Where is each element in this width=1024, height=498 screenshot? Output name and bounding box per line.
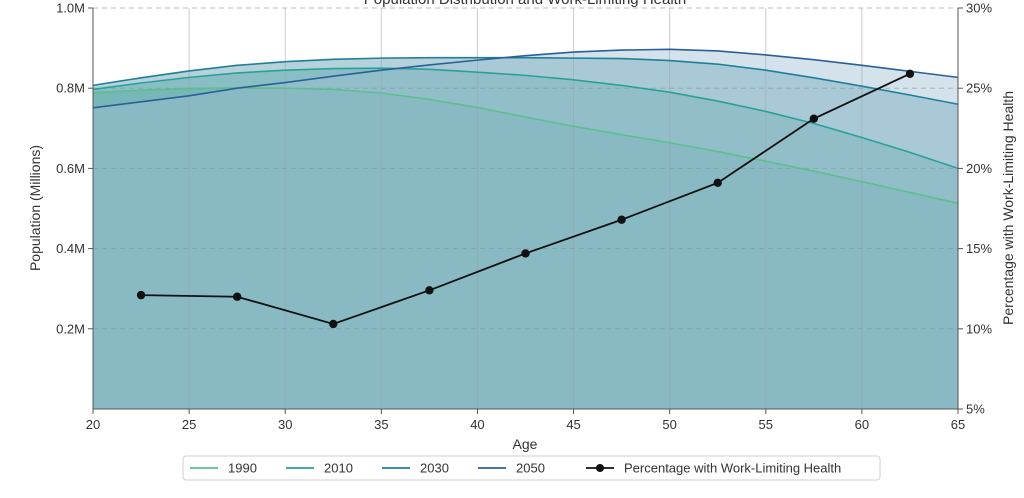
area-fill-2010 xyxy=(93,68,958,410)
x-tick-label-40: 40 xyxy=(470,417,484,432)
area-fill-2050 xyxy=(93,49,958,409)
y2-tick-label-15%: 15% xyxy=(966,241,992,256)
y2-tick-label-30%: 30% xyxy=(966,1,992,16)
x-tick-label-50: 50 xyxy=(662,417,676,432)
series-lines xyxy=(92,48,959,205)
series-line-2010 xyxy=(92,67,959,170)
series-line-2030 xyxy=(92,56,959,106)
y-tick-label-0.2M: 0.2M xyxy=(56,321,85,336)
y2-tick-label-25%: 25% xyxy=(966,81,992,96)
legend-box xyxy=(182,455,881,481)
y-tick-label-0.8M: 0.8M xyxy=(56,81,85,96)
percentage-point-42.5 xyxy=(521,249,530,258)
y-tick-label-0.6M: 0.6M xyxy=(56,161,85,176)
axes: 20 25 30 35 40 45 50 55 60 65 0.2M 0.4M 0.6M 0.8M 1.0M… xyxy=(56,1,992,433)
x-tick-label-60: 60 xyxy=(855,417,869,432)
percentage-point-52.5 xyxy=(713,178,722,188)
area-fills xyxy=(93,49,958,410)
x-tick-label-45: 45 xyxy=(566,417,580,432)
legend-label-2050: 2050 xyxy=(516,461,545,476)
x-tick-label-35: 35 xyxy=(374,417,388,432)
legend-label-percentage: Percentage with Work-Limiting Health xyxy=(624,461,841,476)
y-axis-title: Population (Millions) xyxy=(27,145,43,271)
series-line-2050 xyxy=(92,48,959,109)
x-tick-label-30: 30 xyxy=(278,417,292,432)
chart-title: Population Distribution and Work-Limitin… xyxy=(364,0,686,8)
percentage-point-22.5 xyxy=(136,290,146,300)
legend-label-2030: 2030 xyxy=(420,461,449,476)
percentage-point-57.5 xyxy=(809,114,819,123)
y-tick-label-1.0M: 1.0M xyxy=(56,1,85,16)
percentage-point-37.5 xyxy=(425,286,434,295)
x-tick-label-65: 65 xyxy=(951,417,965,432)
percentage-line-group xyxy=(136,69,915,329)
percentage-point-62.5 xyxy=(905,69,915,78)
y2-axis-title: Percentage with Work-Limiting Health xyxy=(1000,91,1016,325)
percentage-point-27.5 xyxy=(232,292,242,301)
area-fill-2030 xyxy=(93,57,958,409)
x-axis-title: Age xyxy=(513,436,538,452)
percentage-point-47.5 xyxy=(617,215,626,224)
y2-tick-label-20%: 20% xyxy=(966,161,992,176)
legend-label-2010: 2010 xyxy=(324,461,353,476)
y2-tick-label-5%: 5% xyxy=(966,402,985,417)
percentage-point-32.5 xyxy=(329,319,338,329)
legend-marker-percentage xyxy=(596,464,604,472)
y-tick-label-0.4M: 0.4M xyxy=(56,241,85,256)
legend-label-1990: 1990 xyxy=(228,461,257,476)
x-tick-label-55: 55 xyxy=(759,417,773,432)
x-tick-label-25: 25 xyxy=(182,417,196,432)
legend: 1990 2010 2030 2050 Percentage with Work-Lim… xyxy=(182,455,881,481)
y2-tick-label-10%: 10% xyxy=(966,321,992,336)
x-tick-label-20: 20 xyxy=(86,417,100,432)
